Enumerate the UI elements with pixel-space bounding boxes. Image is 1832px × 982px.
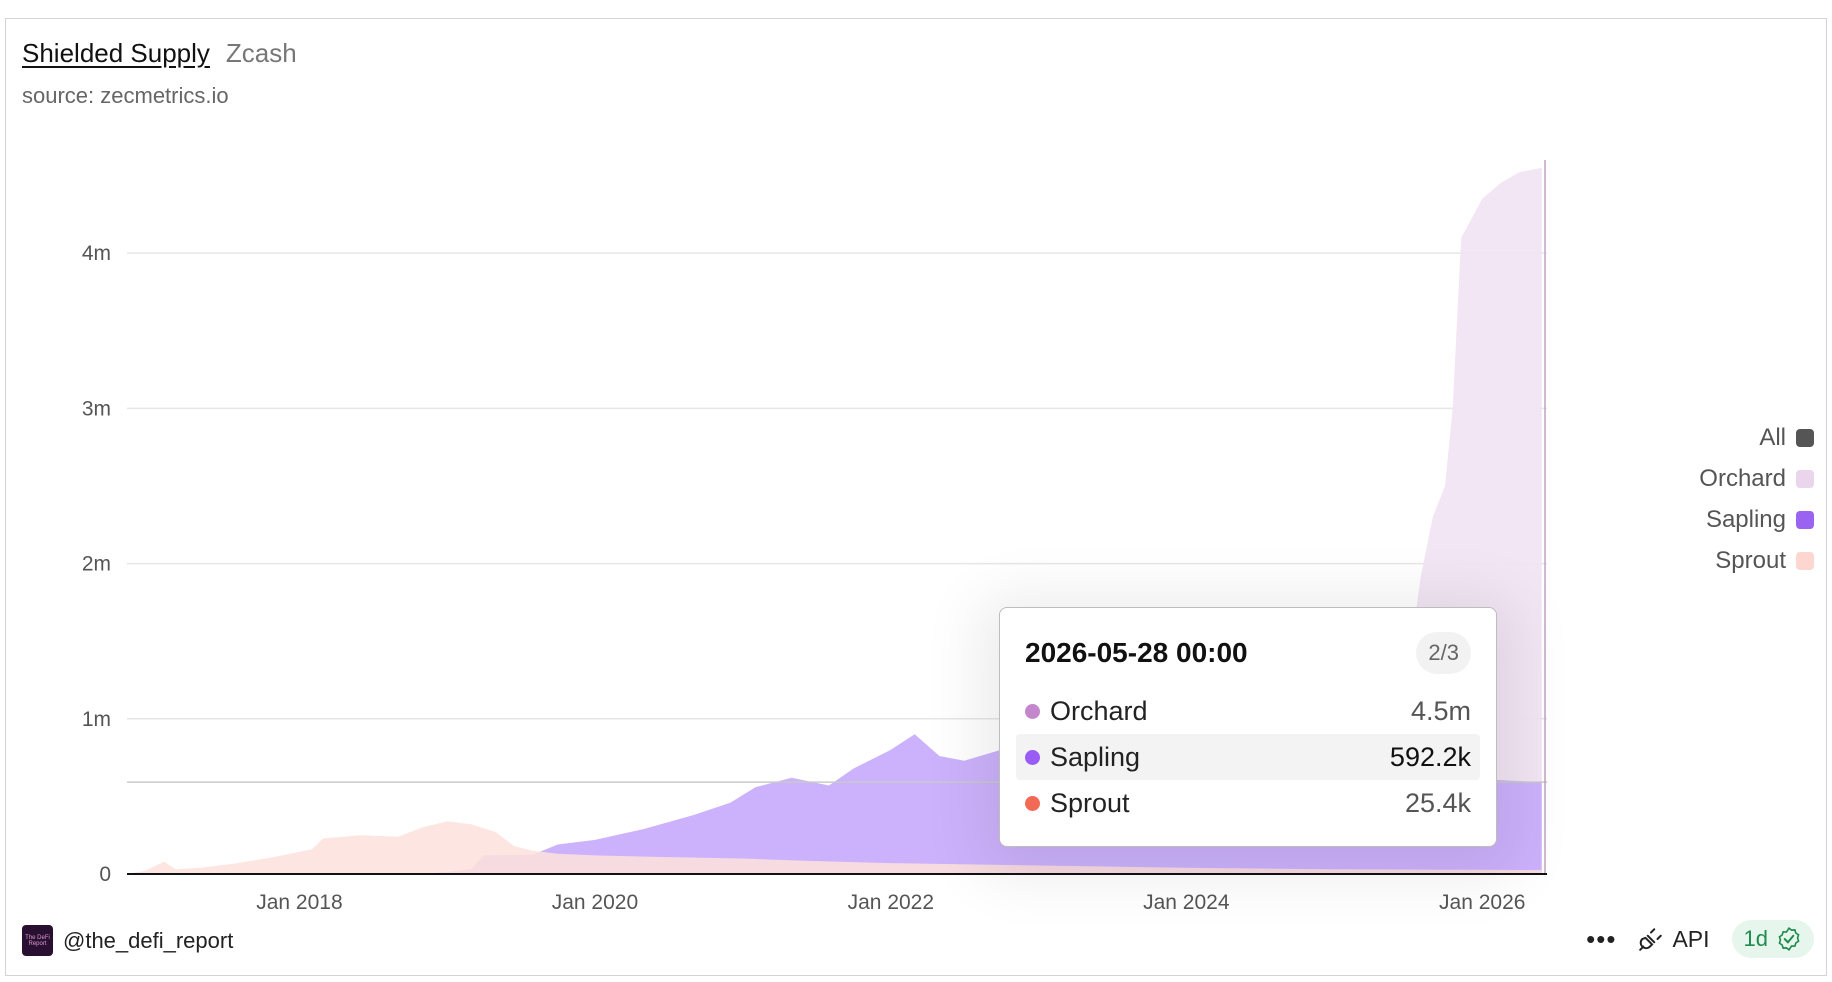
tooltip-row-value: 4.5m: [1410, 695, 1471, 726]
y-tick-label: 0: [99, 863, 111, 886]
x-tick-label: Jan 2024: [1143, 891, 1230, 914]
y-tick-label: 4m: [82, 242, 111, 265]
chart-tooltip: 2026-05-28 00:00 2/3 Orchard 4.5m Saplin…: [999, 607, 1497, 847]
legend-item-sprout[interactable]: Sprout: [1715, 547, 1814, 575]
series-area-sprout: [127, 821, 1542, 874]
tooltip-row-sapling: Sapling 592.2k: [1016, 734, 1480, 780]
tooltip-row-value: 592.2k: [1389, 741, 1471, 772]
tooltip-row-value: 25.4k: [1404, 787, 1471, 818]
tooltip-row-sprout: Sprout 25.4k: [1016, 780, 1480, 826]
legend-item-all[interactable]: All: [1759, 424, 1814, 452]
series-dot: [1025, 795, 1040, 811]
tooltip-header: 2026-05-28 00:00 2/3: [1025, 632, 1471, 674]
legend-item-orchard[interactable]: Orchard: [1699, 465, 1814, 493]
ellipsis-icon[interactable]: •••: [1586, 923, 1617, 954]
legend-label: Orchard: [1699, 465, 1786, 492]
x-tick-label: Jan 2018: [256, 891, 342, 914]
api-label: API: [1672, 925, 1710, 952]
verified-badge-icon: [1778, 927, 1800, 951]
plug-icon: [1639, 928, 1663, 951]
legend-swatch: [1796, 429, 1814, 447]
api-button[interactable]: API: [1638, 925, 1710, 953]
author-handle[interactable]: @the_defi_report: [63, 927, 234, 953]
tooltip-row-label: Orchard: [1050, 695, 1148, 726]
tooltip-page-indicator[interactable]: 2/3: [1416, 632, 1471, 674]
legend-item-sapling[interactable]: Sapling: [1706, 506, 1814, 534]
frequency-badge[interactable]: 1d: [1731, 920, 1814, 958]
chart-header: Shielded Supply Zcash source: zecmetrics…: [22, 38, 297, 109]
x-tick-label: Jan 2022: [848, 891, 934, 914]
legend-label: All: [1759, 424, 1786, 451]
y-tick-label: 2m: [82, 553, 111, 576]
author-info[interactable]: The DeFi Report @the_defi_report: [22, 925, 233, 956]
chart-title-link[interactable]: Shielded Supply: [22, 38, 210, 68]
tooltip-date: 2026-05-28 00:00: [1025, 637, 1248, 668]
tooltip-row-label-wrap: Orchard: [1025, 696, 1148, 727]
tooltip-row-label-wrap: Sprout: [1025, 788, 1130, 819]
legend-swatch: [1796, 470, 1814, 488]
chart-subtitle: Zcash: [225, 38, 297, 68]
frequency-label: 1d: [1743, 926, 1768, 951]
footer-actions: ••• API 1d: [1586, 920, 1814, 958]
y-tick-label: 3m: [82, 397, 111, 420]
legend-swatch: [1796, 552, 1814, 570]
series-dot: [1025, 703, 1040, 719]
chart-source: source: zecmetrics.io: [22, 83, 229, 108]
chart-legend: All Orchard Sapling Sprout: [1699, 424, 1814, 575]
tooltip-row-orchard: Orchard 4.5m: [1016, 688, 1480, 734]
tooltip-row-label: Sprout: [1050, 787, 1130, 818]
y-tick-label: 1m: [82, 708, 111, 731]
legend-label: Sprout: [1715, 547, 1786, 574]
avatar: The DeFi Report: [22, 925, 53, 956]
series-dot: [1025, 749, 1040, 765]
x-tick-label: Jan 2026: [1439, 891, 1525, 914]
legend-swatch: [1796, 511, 1814, 529]
x-tick-label: Jan 2020: [552, 891, 638, 914]
legend-label: Sapling: [1705, 506, 1786, 533]
tooltip-row-label: Sapling: [1050, 741, 1141, 772]
tooltip-row-label-wrap: Sapling: [1025, 742, 1140, 773]
title-row: Shielded Supply Zcash: [22, 38, 297, 69]
